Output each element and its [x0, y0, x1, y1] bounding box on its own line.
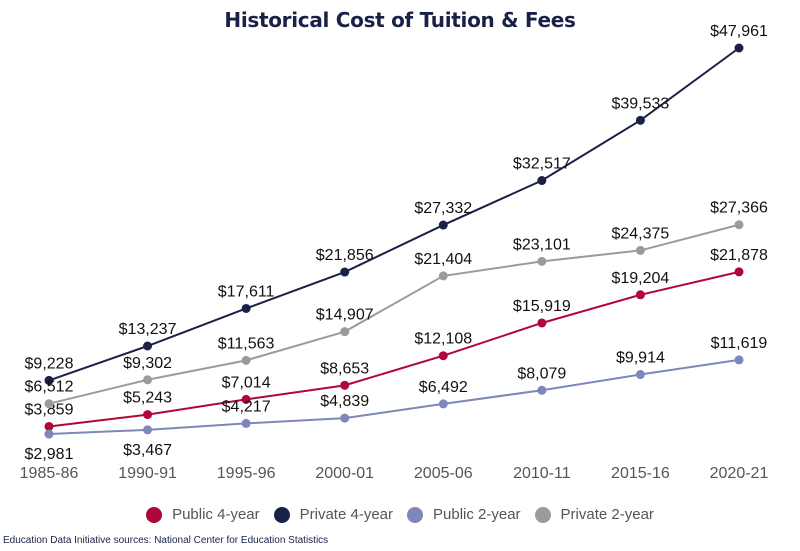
data-label: $4,217 [222, 398, 271, 415]
data-label: $11,619 [711, 335, 768, 352]
data-point [734, 267, 744, 277]
data-point [438, 220, 448, 230]
data-point [44, 429, 54, 439]
data-label: $21,404 [414, 251, 472, 268]
data-label: $27,366 [710, 200, 768, 217]
x-tick-label: 2010-11 [513, 465, 571, 482]
legend-item[interactable]: Private 4-year [273, 506, 393, 523]
legend-marker-icon [146, 506, 163, 523]
data-label: $4,839 [320, 393, 369, 410]
legend: Public 4-year Private 4-year Public 2-year… [0, 506, 800, 523]
series-line-0 [48, 270, 740, 428]
data-label: $6,512 [25, 379, 74, 396]
data-point [635, 370, 645, 380]
data-label: $6,492 [419, 379, 468, 396]
data-point [537, 385, 547, 395]
data-point [44, 421, 54, 431]
data-label: $9,302 [123, 355, 172, 372]
legend-label: Public 4-year [172, 506, 260, 523]
data-label: $15,919 [513, 298, 571, 315]
data-label: $24,375 [611, 225, 669, 242]
data-label: $17,611 [218, 283, 275, 300]
data-label: $3,859 [25, 401, 74, 418]
data-label: $12,108 [414, 331, 472, 348]
data-label: $19,204 [611, 270, 669, 287]
legend-label: Public 2-year [433, 506, 521, 523]
data-label: $3,467 [123, 442, 172, 459]
legend-marker-icon [407, 506, 423, 523]
legend-item[interactable]: Public 2-year [407, 506, 521, 523]
series-line-3 [48, 223, 740, 405]
legend-label: Private 4-year [299, 506, 393, 523]
data-point [635, 115, 645, 125]
x-tick-label: 1990-91 [118, 465, 177, 482]
data-label: $14,907 [316, 307, 374, 324]
data-label: $39,533 [611, 95, 669, 112]
x-tick-label: 1985-86 [20, 465, 79, 482]
data-point [734, 220, 744, 230]
x-tick-label: 1995-96 [217, 465, 276, 482]
data-point [734, 355, 744, 365]
data-point [143, 341, 153, 351]
data-point [241, 355, 251, 365]
data-point [143, 410, 153, 420]
data-label: $8,653 [320, 360, 369, 377]
data-point [635, 245, 645, 255]
data-point [44, 399, 54, 409]
data-label: $27,332 [414, 200, 472, 217]
data-point [340, 380, 350, 390]
legend-item[interactable]: Private 2-year [534, 506, 654, 523]
chart-title: Historical Cost of Tuition & Fees [224, 8, 576, 32]
data-point [537, 256, 547, 266]
data-label: $9,914 [616, 350, 665, 367]
x-tick-label: 2015-16 [611, 465, 670, 482]
data-point [438, 351, 448, 361]
data-label: $11,563 [218, 335, 275, 352]
data-point [537, 318, 547, 328]
data-point [537, 176, 547, 186]
data-label: $32,517 [513, 156, 571, 173]
legend-marker-icon [273, 506, 290, 523]
data-point [438, 271, 448, 281]
data-point [635, 290, 645, 300]
data-point [734, 43, 744, 53]
data-point [340, 413, 350, 423]
data-label: $8,079 [517, 365, 566, 382]
data-point [44, 375, 54, 385]
data-point [241, 303, 251, 313]
data-label: $9,228 [25, 355, 74, 372]
data-label: $5,243 [123, 390, 172, 407]
data-label: $7,014 [222, 374, 271, 391]
data-label: $23,101 [513, 236, 571, 253]
data-point [143, 375, 153, 385]
data-point [241, 394, 251, 404]
data-label: $13,237 [119, 321, 177, 338]
data-point [438, 399, 448, 409]
legend-label: Private 2-year [560, 506, 654, 523]
series-line-1 [48, 47, 740, 382]
legend-marker-icon [534, 506, 551, 523]
data-label: $21,856 [316, 247, 374, 264]
source-note: Education Data Initiative sources: Natio… [3, 535, 329, 546]
data-label: $47,961 [710, 23, 768, 40]
data-point [143, 425, 153, 435]
data-label: $21,878 [710, 247, 768, 264]
data-point [340, 267, 350, 277]
series-line-2 [48, 358, 740, 436]
x-tick-label: 2000-01 [315, 465, 374, 482]
data-point [340, 327, 350, 337]
data-label: $2,981 [25, 446, 74, 463]
legend-item[interactable]: Public 4-year [146, 506, 260, 523]
x-tick-label: 2005-06 [414, 465, 473, 482]
x-tick-label: 2020-21 [710, 465, 769, 482]
data-point [241, 418, 251, 428]
